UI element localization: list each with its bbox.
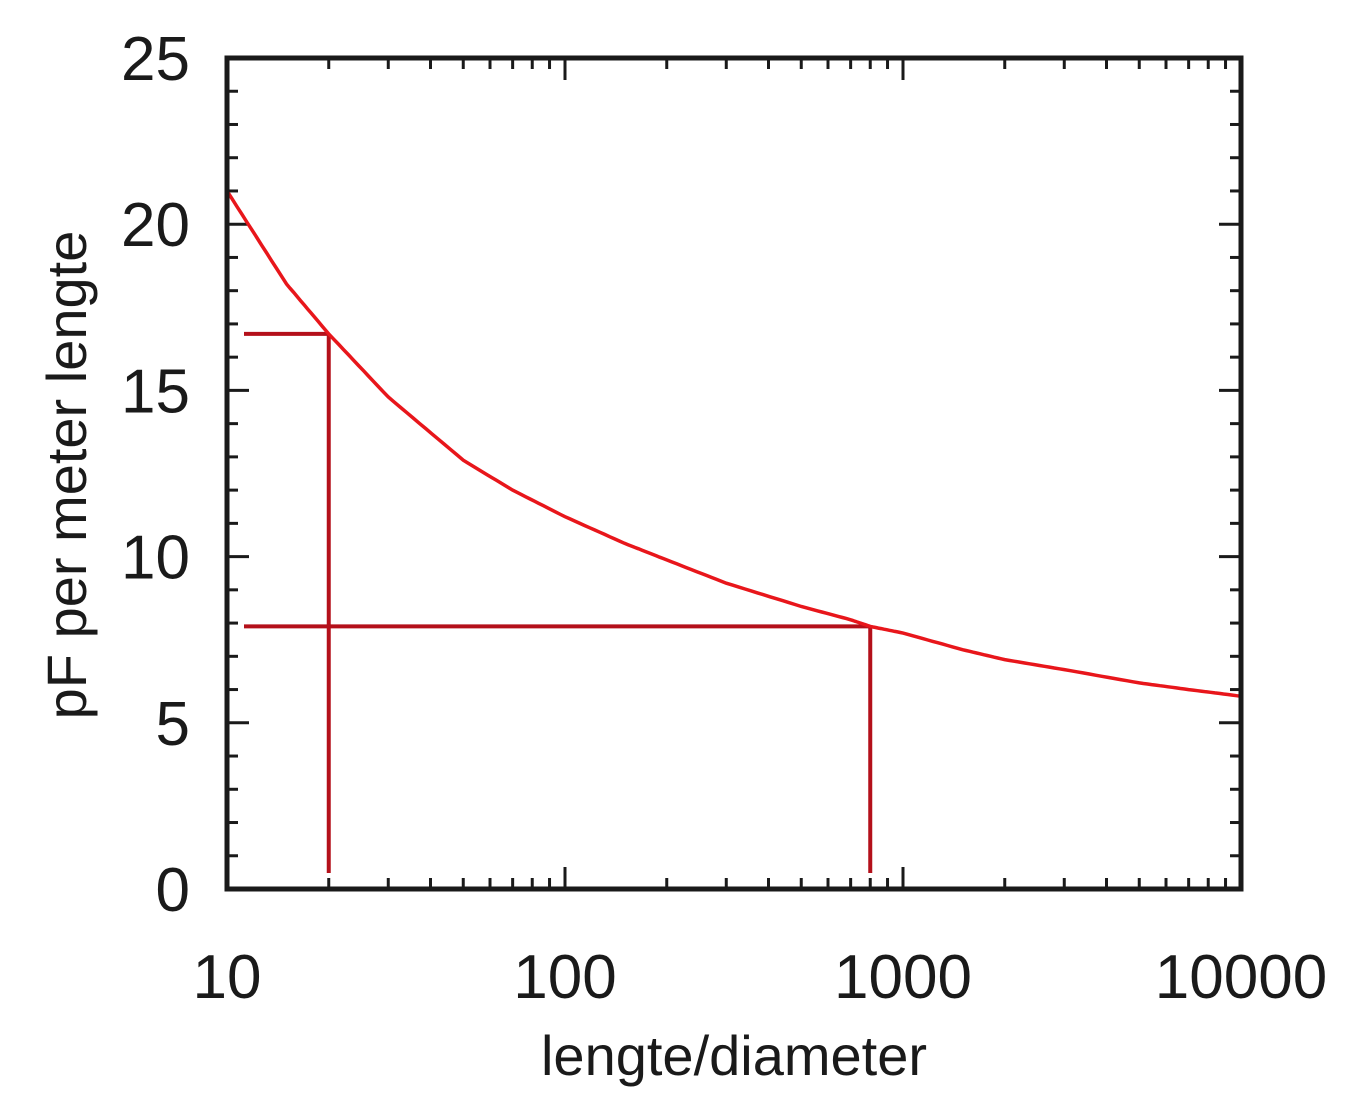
y-axis-title: pF per meter lengte bbox=[35, 231, 98, 720]
y-tick-labels: 0 5 10 15 20 25 bbox=[121, 25, 190, 925]
y-tick-label: 10 bbox=[121, 524, 190, 593]
y-tick-label: 20 bbox=[121, 191, 190, 260]
y-tick-label: 0 bbox=[156, 856, 190, 925]
y-tick-label: 5 bbox=[156, 690, 190, 759]
x-tick-label: 10000 bbox=[1155, 943, 1327, 1012]
x-axis-title: lengte/diameter bbox=[541, 1024, 927, 1087]
x-tick-label: 1000 bbox=[834, 943, 972, 1012]
axis-ticks bbox=[225, 56, 1243, 891]
y-tick-label: 25 bbox=[121, 25, 190, 94]
series-layer bbox=[225, 190, 1242, 698]
plot-frame bbox=[224, 55, 1244, 892]
series-line bbox=[225, 190, 1242, 698]
y-tick-label: 15 bbox=[121, 357, 190, 426]
x-tick-label: 10 bbox=[193, 943, 262, 1012]
x-tick-label: 100 bbox=[513, 943, 616, 1012]
reference-guides bbox=[244, 331, 873, 873]
x-tick-labels: 10 100 1000 10000 bbox=[193, 943, 1328, 1012]
